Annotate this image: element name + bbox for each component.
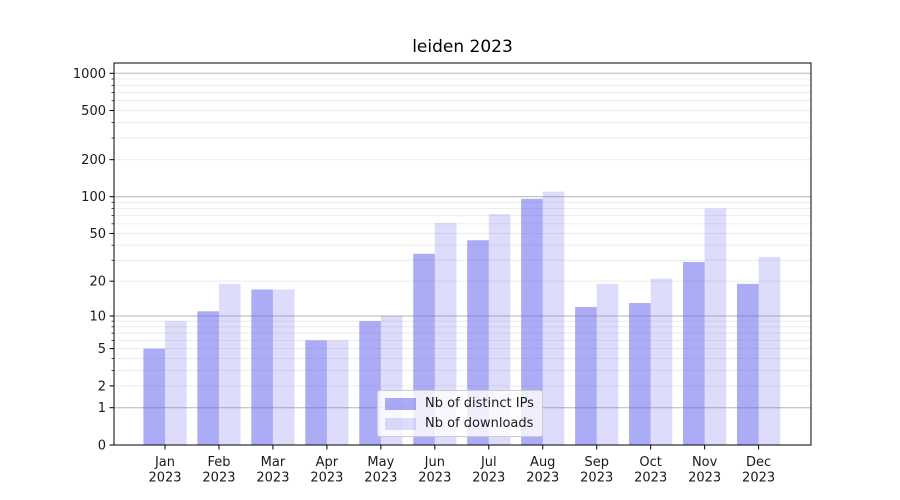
bar-ips-feb	[197, 311, 219, 445]
y-tick-label: 50	[89, 227, 106, 242]
legend: Nb of distinct IPs Nb of downloads	[377, 390, 543, 437]
x-tick-label: Jul 2023	[472, 455, 505, 486]
bar-downloads-oct	[650, 278, 673, 445]
bar-ips-may	[359, 321, 381, 445]
legend-swatch-ips	[385, 397, 416, 410]
bar-ips-jan	[143, 348, 165, 445]
bar-downloads-jun	[434, 222, 457, 445]
x-tick-label: Nov 2023	[688, 455, 721, 486]
bar-ips-apr	[305, 340, 327, 445]
bar-downloads-mar	[272, 289, 295, 445]
bar-downloads-dec	[758, 256, 781, 445]
y-tick-label: 5	[98, 342, 106, 357]
x-tick-label: Sep 2023	[580, 455, 613, 486]
legend-swatch-downloads	[385, 417, 416, 430]
bar-downloads-apr	[326, 340, 349, 445]
legend-label-downloads: Nb of downloads	[425, 416, 534, 431]
y-tick-label: 1	[98, 401, 106, 416]
x-tick-label: May 2023	[364, 455, 397, 486]
y-tick-label: 200	[81, 153, 106, 168]
x-tick-label: Apr 2023	[310, 455, 343, 486]
y-tick-label: 1000	[73, 67, 106, 82]
axis-frame	[113, 62, 812, 446]
y-tick-label: 2	[98, 379, 106, 394]
y-tick-label: 500	[81, 104, 106, 119]
legend-label-ips: Nb of distinct IPs	[425, 396, 534, 411]
x-tick-label: Feb 2023	[202, 455, 235, 486]
bar-downloads-aug	[542, 191, 565, 445]
chart-title: leiden 2023	[412, 37, 513, 57]
y-tick-label: 20	[89, 275, 106, 290]
x-tick-label: Oct 2023	[634, 455, 667, 486]
x-tick-label: Jan 2023	[148, 455, 181, 486]
y-tick-label: 10	[89, 309, 106, 324]
bar-downloads-sep	[596, 283, 619, 445]
x-tick-label: Jun 2023	[418, 455, 451, 486]
bar-downloads-nov	[704, 208, 727, 445]
x-tick-label: Mar 2023	[256, 455, 289, 486]
legend-item: Nb of distinct IPs	[385, 396, 535, 411]
bar-ips-oct	[629, 303, 651, 445]
bar-downloads-jul	[488, 214, 511, 445]
x-tick-label: Dec 2023	[742, 455, 775, 486]
bar-ips-aug	[521, 198, 543, 445]
bar-ips-dec	[737, 283, 759, 445]
bar-downloads-feb	[218, 283, 241, 445]
bar-downloads-jan	[165, 321, 187, 445]
bar-ips-mar	[251, 289, 273, 445]
legend-item: Nb of downloads	[385, 416, 535, 431]
y-tick-label: 0	[98, 439, 106, 454]
bar-ips-sep	[575, 307, 597, 445]
y-tick-label: 100	[81, 190, 106, 205]
bar-ips-nov	[683, 262, 705, 445]
x-tick-label: Aug 2023	[526, 455, 559, 486]
